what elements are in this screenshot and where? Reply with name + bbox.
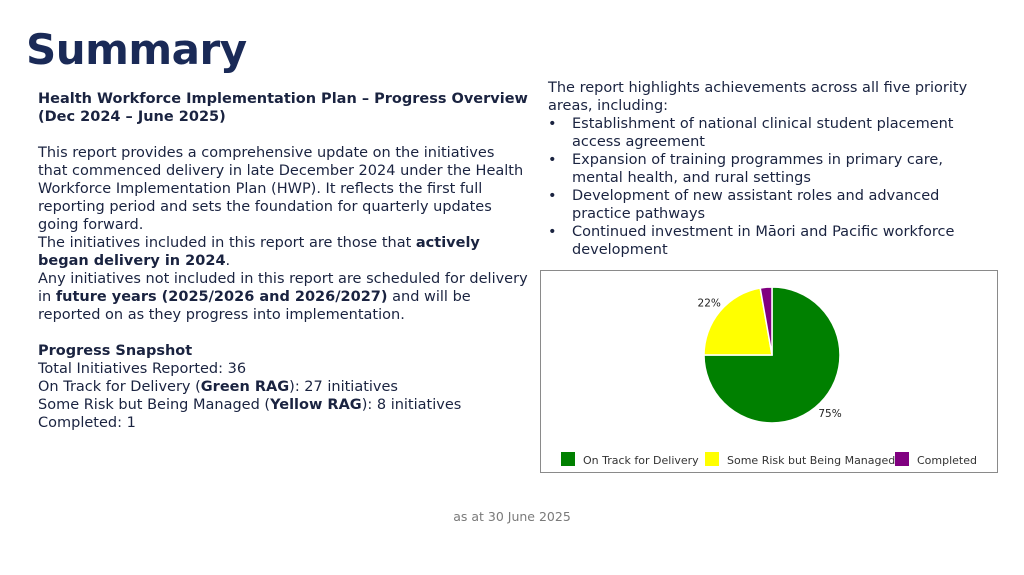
highlight-item: Continued investment in Māori and Pacifi… xyxy=(548,223,998,259)
snapshot-on-track: On Track for Delivery (Green RAG): 27 in… xyxy=(38,379,398,395)
scope-paragraph: The initiatives included in this report … xyxy=(38,235,480,269)
pie-chart-svg: 75% 22% On Track for Delivery Some Risk but… xyxy=(561,286,977,467)
future-paragraph: Any initiatives not included in this rep… xyxy=(38,271,528,323)
highlight-item: Establishment of national clinical stude… xyxy=(548,115,998,151)
highlights-list: Establishment of national clinical stude… xyxy=(548,115,998,259)
pie-slice-completed xyxy=(759,286,773,356)
pie-label-some-risk: 22% xyxy=(698,297,721,309)
legend-swatch-completed xyxy=(895,452,909,466)
highlights-intro: The report highlights achievements acros… xyxy=(548,80,968,114)
legend-swatch-on-track xyxy=(561,452,575,466)
legend-item-on-track: On Track for Delivery xyxy=(561,452,699,467)
pie-label-on-track: 75% xyxy=(818,408,841,420)
pie-slice-on-track xyxy=(703,286,841,424)
page-title: Summary xyxy=(26,25,247,74)
report-heading: Health Workforce Implementation Plan – P… xyxy=(38,91,528,125)
legend-label-some-risk: Some Risk but Being Managed xyxy=(727,454,895,467)
as-at-date: as at 30 June 2025 xyxy=(453,509,571,524)
snapshot-heading: Progress Snapshot xyxy=(38,343,193,359)
summary-text: Health Workforce Implementation Plan – P… xyxy=(38,90,528,432)
legend-item-some-risk: Some Risk but Being Managed xyxy=(705,452,895,467)
legend-label-on-track: On Track for Delivery xyxy=(583,454,699,467)
highlight-item: Development of new assistant roles and a… xyxy=(548,187,998,223)
legend-label-completed: Completed xyxy=(917,454,977,467)
snapshot-completed: Completed: 1 xyxy=(38,415,136,431)
snapshot-risk: Some Risk but Being Managed (Yellow RAG)… xyxy=(38,397,462,413)
legend-item-completed: Completed xyxy=(895,452,977,467)
pie-slice-some-risk xyxy=(703,287,773,356)
highlights: The report highlights achievements acros… xyxy=(548,79,998,259)
intro-paragraph: This report provides a comprehensive upd… xyxy=(38,145,524,233)
highlight-item: Expansion of training programmes in prim… xyxy=(548,151,998,187)
pie-chart: 75% 22% On Track for Delivery Some Risk but… xyxy=(540,270,998,473)
legend-swatch-some-risk xyxy=(705,452,719,466)
snapshot-total: Total Initiatives Reported: 36 xyxy=(38,361,247,377)
